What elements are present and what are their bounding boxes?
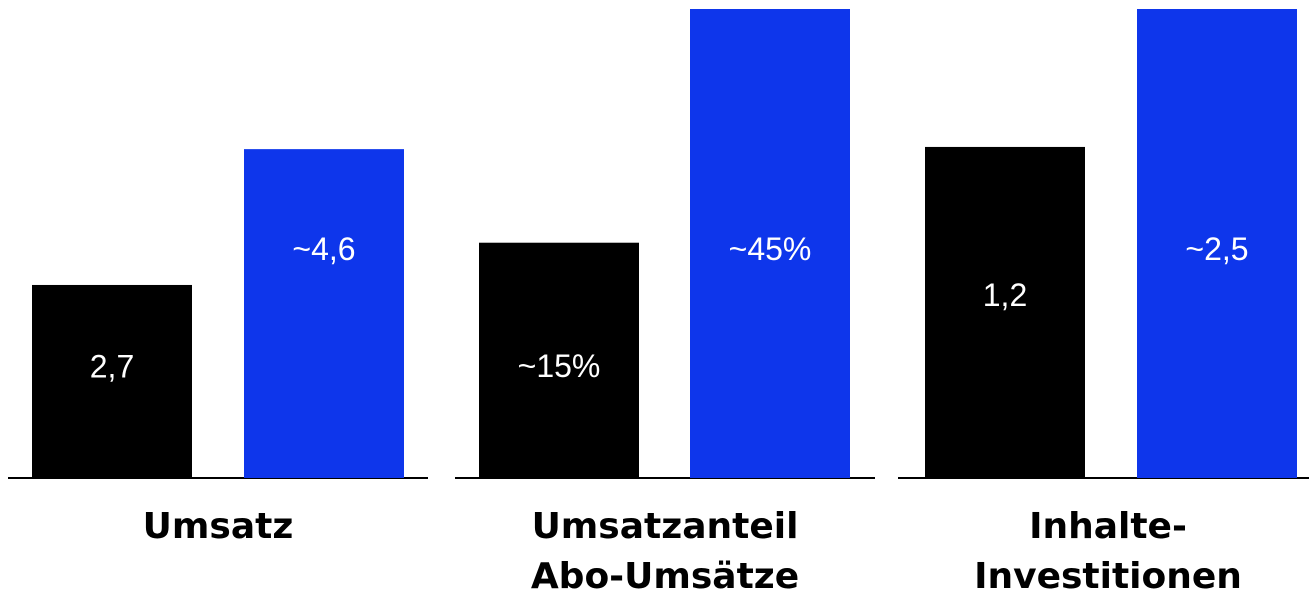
category-label-line: Umsatz [142, 506, 294, 547]
category-label-line: Investitionen [974, 556, 1242, 597]
bar-value-label: ~45% [729, 231, 812, 267]
category-label-umsatzanteil: Umsatzanteil Abo-Umsätze [455, 502, 875, 602]
bar-target [1137, 9, 1297, 478]
bar-value-label: ~15% [518, 348, 601, 384]
category-label-line: Inhalte- [1029, 506, 1187, 547]
category-label-inhalte: Inhalte- Investitionen [898, 502, 1309, 602]
bar-value-label: 1,2 [983, 277, 1027, 313]
bar-current [32, 284, 192, 478]
bar-current [479, 242, 639, 478]
bar-target [690, 9, 850, 478]
bar-target [244, 149, 404, 478]
bar-value-label: ~2,5 [1185, 231, 1248, 267]
category-label-line: Abo-Umsätze [530, 556, 800, 597]
bar-current [925, 146, 1085, 479]
bar-value-label: ~4,6 [292, 231, 355, 267]
category-label-line: Umsatzanteil [531, 506, 799, 547]
bar-value-label: 2,7 [90, 349, 134, 385]
category-label-umsatz: Umsatz [8, 502, 428, 552]
